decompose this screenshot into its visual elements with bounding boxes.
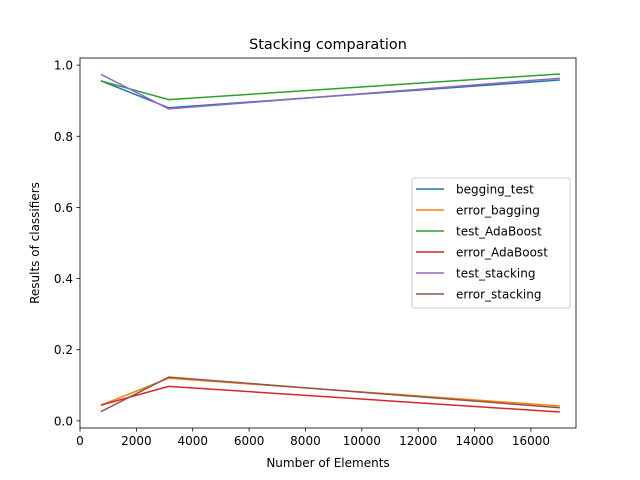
chart-title: Stacking comparation (249, 37, 407, 53)
x-tick-label: 6000 (234, 434, 265, 448)
legend-label: begging_test (456, 183, 534, 197)
x-tick-label: 14000 (455, 434, 493, 448)
legend: begging_test error_bagging test_AdaBooster… (411, 177, 571, 309)
series-line-error-adaboost (100, 385, 560, 413)
y-axis-title: Results of classifiers (28, 182, 42, 304)
x-axis-title: Number of Elements (266, 456, 389, 470)
y-tick-label: 0.4 (54, 272, 73, 286)
x-tick-label: 2000 (121, 434, 152, 448)
y-axis: 0.0 0.2 0.4 0.6 0.8 1.0 (54, 59, 80, 428)
series-line-test-adaboost (100, 73, 560, 101)
series-line-test-stacking (100, 73, 560, 110)
x-tick-label: 8000 (290, 434, 321, 448)
x-tick-label: 4000 (177, 434, 208, 448)
legend-label: error_stacking (456, 288, 541, 302)
series-line-begging-test (100, 79, 560, 109)
series-line-error-stacking (100, 376, 560, 413)
y-tick-label: 0.2 (54, 343, 73, 357)
y-tick-label: 0.6 (54, 201, 73, 215)
x-tick-label: 16000 (512, 434, 550, 448)
y-tick-label: 0.0 (54, 414, 73, 428)
legend-label: test_stacking (456, 267, 535, 281)
legend-label: error_bagging (456, 204, 540, 218)
series-line-error-bagging (100, 377, 560, 407)
y-tick-label: 0.8 (54, 130, 73, 144)
x-axis: 0 2000 4000 6000 8000 10000 12000 14000 16000 (76, 428, 550, 448)
x-tick-label: 12000 (399, 434, 437, 448)
x-tick-label: 10000 (343, 434, 381, 448)
x-tick-label: 0 (76, 434, 84, 448)
series-group (100, 73, 560, 413)
legend-box (411, 177, 571, 309)
legend-label: test_AdaBoost (456, 225, 542, 239)
y-tick-label: 1.0 (54, 59, 73, 73)
legend-label: error_AdaBoost (456, 246, 548, 260)
